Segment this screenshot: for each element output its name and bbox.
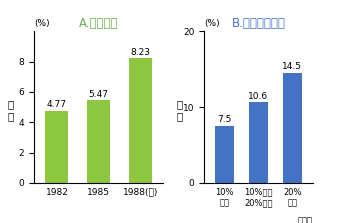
Title: A.年次推移: A.年次推移 — [79, 17, 118, 30]
Text: 4.77: 4.77 — [47, 100, 67, 109]
Bar — [46, 111, 68, 183]
Text: 14.5: 14.5 — [283, 62, 302, 71]
Bar — [87, 100, 110, 183]
Bar — [129, 58, 152, 183]
Title: B.肥満度区分別: B.肥満度区分別 — [232, 17, 285, 30]
Bar — [283, 73, 302, 183]
Text: 7.5: 7.5 — [217, 116, 232, 124]
Y-axis label: 頻
度: 頻 度 — [7, 99, 14, 121]
Bar — [249, 103, 268, 183]
Y-axis label: 頻
度: 頻 度 — [177, 99, 183, 121]
Bar — [215, 126, 234, 183]
Text: 8.23: 8.23 — [130, 48, 150, 57]
Text: (%): (%) — [204, 19, 220, 28]
Text: 10.6: 10.6 — [248, 92, 269, 101]
Text: (%): (%) — [34, 19, 50, 28]
Text: 箕輪の
肥満度: 箕輪の 肥満度 — [298, 216, 313, 223]
Text: 5.47: 5.47 — [89, 90, 108, 99]
